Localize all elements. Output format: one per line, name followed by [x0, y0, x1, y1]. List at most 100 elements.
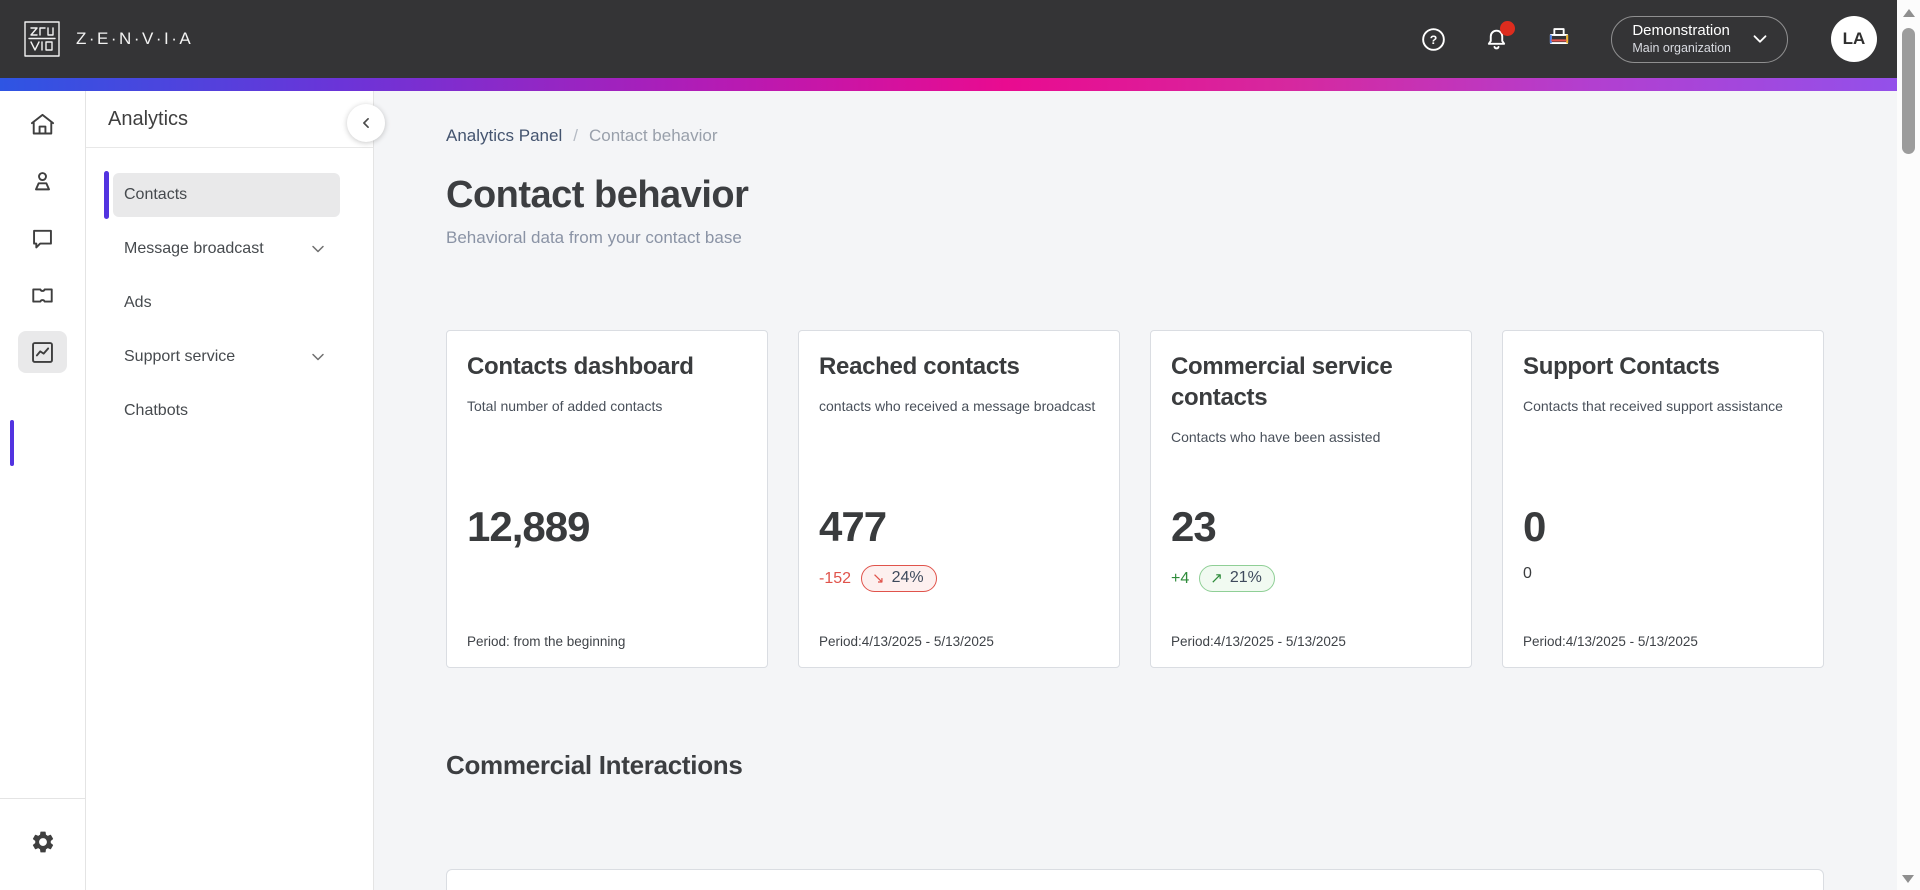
- sidebar-menu: Contacts Message broadcast Ads Support s…: [86, 148, 373, 433]
- breadcrumb: Analytics Panel / Contact behavior: [446, 126, 1897, 146]
- sidebar-item-label: Contacts: [124, 186, 188, 203]
- main-content: Analytics Panel / Contact behavior Conta…: [374, 91, 1897, 890]
- card-value: 23: [1171, 503, 1217, 550]
- help-icon: ?: [1422, 27, 1445, 51]
- card-period: Period:4/13/2025 - 5/13/2025: [1171, 634, 1346, 649]
- chevron-down-icon: [1753, 35, 1767, 43]
- card-period: Period:4/13/2025 - 5/13/2025: [1523, 634, 1698, 649]
- card-title: Support Contacts: [1523, 353, 1720, 380]
- printer-icon: [1550, 28, 1569, 45]
- metric-cards-row: Contacts dashboard Total number of added…: [446, 330, 1897, 668]
- card-trend-badge: ↗ 21%: [1199, 565, 1275, 592]
- org-name: Demonstration: [1632, 21, 1730, 39]
- rail-active-indicator: [10, 420, 14, 466]
- chevron-down-icon: [312, 353, 324, 361]
- analytics-sidebar: Analytics Contacts Message broadcast Ads: [86, 91, 385, 890]
- avatar[interactable]: LA: [1831, 16, 1877, 62]
- chevron-left-icon: [363, 118, 369, 128]
- svg-text:?: ?: [1430, 33, 1438, 47]
- active-indicator: [104, 171, 109, 219]
- chevron-down-icon: [312, 245, 324, 253]
- card-delta-row: +4 ↗ 21%: [1171, 565, 1275, 592]
- card-delta-row: -152 ↘ 24%: [819, 565, 937, 592]
- card-value: 0: [1523, 503, 1546, 550]
- card-description: Contacts who have been assisted: [1171, 429, 1381, 446]
- card-delta-row: 0: [1523, 565, 1532, 583]
- rail-item-sales[interactable]: [18, 274, 67, 316]
- breadcrumb-parent-link[interactable]: Analytics Panel: [446, 126, 563, 145]
- section-title: Commercial Interactions: [446, 750, 743, 780]
- page-subtitle: Behavioral data from your contact base: [446, 228, 742, 247]
- commercial-interactions-card: [446, 869, 1824, 890]
- rail-footer: [0, 798, 85, 890]
- rail-item-home[interactable]: [18, 103, 67, 145]
- help-button[interactable]: ?: [1418, 24, 1448, 54]
- sidebar-item-label: Message broadcast: [124, 240, 264, 257]
- printer-button[interactable]: [1544, 24, 1574, 54]
- trend-percentage: 24%: [891, 569, 924, 586]
- trend-arrow-icon: ↘: [872, 569, 885, 587]
- card-description: contacts who received a message broadcas…: [819, 398, 1096, 415]
- rail-item-settings[interactable]: [18, 821, 67, 863]
- sidebar-item-ads[interactable]: Ads: [113, 281, 340, 325]
- person-icon: [35, 171, 50, 190]
- notification-dot: [1500, 21, 1516, 36]
- sidebar-header: Analytics: [86, 91, 373, 148]
- card-title: Reached contacts: [819, 353, 1020, 380]
- gear-icon: [32, 831, 53, 853]
- topbar: Z·E·N·V·I·A ?: [0, 0, 1897, 78]
- brand[interactable]: Z·E·N·V·I·A: [22, 19, 193, 59]
- card-delta-value: +4: [1171, 569, 1190, 587]
- sidebar-item-contacts[interactable]: Contacts: [104, 171, 340, 219]
- page-title: Contact behavior: [446, 174, 749, 216]
- sidebar-item-label: Ads: [124, 294, 152, 311]
- line-chart-icon: [32, 341, 53, 363]
- org-switcher[interactable]: Demonstration Main organization: [1611, 15, 1788, 63]
- card-commercial-service-contacts: Commercial service contacts Contacts who…: [1150, 330, 1472, 668]
- breadcrumb-separator: /: [573, 126, 578, 145]
- sidebar-item-message-broadcast[interactable]: Message broadcast: [113, 227, 340, 271]
- card-period: Period:4/13/2025 - 5/13/2025: [819, 634, 994, 649]
- sidebar-title: Analytics: [108, 107, 189, 130]
- brand-gradient-bar: [0, 78, 1897, 91]
- scroll-down-arrow[interactable]: [1902, 875, 1914, 883]
- card-value: 477: [819, 503, 887, 550]
- zenvia-logo-icon: [24, 21, 60, 57]
- card-contacts-dashboard: Contacts dashboard Total number of added…: [446, 330, 768, 668]
- bell-icon: [1487, 29, 1505, 49]
- card-description: Contacts that received support assistanc…: [1523, 398, 1783, 415]
- card-title: Commercial service contacts: [1171, 353, 1393, 412]
- card-support-contacts: Support Contacts Contacts that received …: [1502, 330, 1824, 668]
- card-delta-value: -152: [819, 569, 852, 587]
- card-reached-contacts: Reached contacts contacts who received a…: [798, 330, 1120, 668]
- card-title: Contacts dashboard: [467, 353, 694, 380]
- sidebar-item-label: Support service: [124, 348, 236, 365]
- chat-bubble-icon: [33, 229, 52, 248]
- icon-rail: [0, 91, 86, 890]
- card-period: Period: from the beginning: [467, 634, 626, 649]
- rail-item-analytics[interactable]: [18, 331, 67, 373]
- rail-item-contacts[interactable]: [18, 160, 67, 202]
- scrollbar[interactable]: [1897, 0, 1920, 890]
- notifications-button[interactable]: [1481, 21, 1516, 54]
- topbar-actions: ?: [1418, 15, 1877, 63]
- content-row: Analytics Contacts Message broadcast Ads: [0, 91, 1897, 890]
- trend-percentage: 21%: [1229, 569, 1262, 586]
- scroll-up-arrow[interactable]: [1902, 9, 1915, 17]
- scrollbar-thumb[interactable]: [1902, 28, 1915, 154]
- sidebar-item-chatbots[interactable]: Chatbots: [113, 389, 340, 433]
- card-trend-badge: ↘ 24%: [861, 565, 937, 592]
- sidebar-collapse-button[interactable]: [347, 104, 385, 142]
- card-description: Total number of added contacts: [467, 398, 663, 415]
- sidebar-item-label: Chatbots: [124, 402, 189, 419]
- org-text: Demonstration Main organization: [1632, 22, 1731, 56]
- home-icon: [30, 113, 55, 134]
- trend-arrow-icon: ↗: [1210, 569, 1223, 587]
- sidebar-item-support-service[interactable]: Support service: [113, 335, 340, 379]
- org-subtitle: Main organization: [1632, 40, 1731, 55]
- rail-item-conversations[interactable]: [18, 217, 67, 259]
- ticket-icon: [32, 287, 53, 303]
- card-delta-value: 0: [1523, 565, 1532, 582]
